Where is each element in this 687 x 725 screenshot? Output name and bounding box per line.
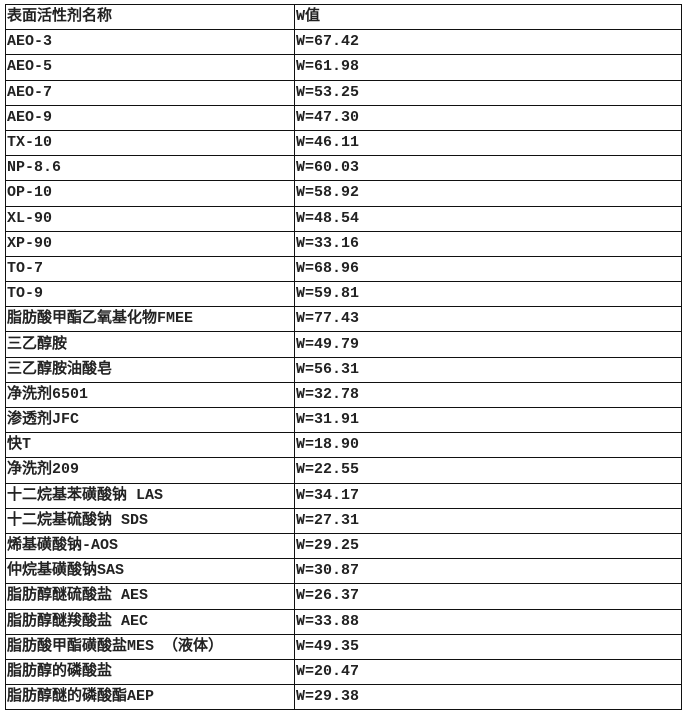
surfactant-name-cell: 脂肪醇的磷酸盐 [5, 658, 295, 686]
w-value-cell: W=18.90 [294, 432, 682, 459]
surfactant-name-cell: AEO-7 [5, 79, 295, 106]
table-row: 脂肪醇醚硫酸盐 AES W=26.37 [5, 583, 682, 610]
surfactant-name-cell: 十二烷基硫酸钠 SDS [5, 507, 295, 534]
surfactant-name-cell: 烯基磺酸钠-AOS [5, 532, 295, 560]
w-value-cell: W=67.42 [294, 29, 682, 56]
header-row: 表面活性剂名称 W值 [5, 3, 682, 31]
w-value-cell: W=20.47 [294, 658, 682, 686]
w-value-cell: W=61.98 [294, 54, 682, 81]
surfactant-name-cell: TO-7 [5, 255, 295, 283]
surfactant-w-value-table: 表面活性剂名称 W值 AEO-3 W=67.42 AEO-5 W=61.98 AEO-7… [5, 3, 682, 711]
header-w-value: W值 [294, 3, 682, 31]
w-value-cell: W=33.88 [294, 608, 682, 635]
w-value-cell: W=77.43 [294, 306, 682, 333]
surfactant-name-cell: 十二烷基苯磺酸钠 LAS [5, 482, 295, 509]
w-value-cell: W=22.55 [294, 457, 682, 484]
surfactant-name-cell: 脂肪酸甲酯乙氧基化物FMEE [5, 306, 295, 333]
surfactant-name-cell: 三乙醇胺油酸皂 [5, 356, 295, 383]
table-row: 十二烷基苯磺酸钠 LAS W=34.17 [5, 482, 682, 509]
surfactant-name-cell: AEO-5 [5, 54, 295, 81]
w-value-cell: W=46.11 [294, 129, 682, 157]
table-row: 快T W=18.90 [5, 432, 682, 459]
surfactant-name-cell: 脂肪醇醚的磷酸酯AEP [5, 684, 295, 711]
table-row: 三乙醇胺 W=49.79 [5, 331, 682, 358]
surfactant-name-cell: 仲烷基磺酸钠SAS [5, 558, 295, 585]
table-row: 脂肪酸甲酯磺酸盐MES （液体） W=49.35 [5, 633, 682, 660]
table-row: 脂肪酸甲酯乙氧基化物FMEE W=77.43 [5, 306, 682, 333]
table-row: 净洗剂209 W=22.55 [5, 457, 682, 484]
surfactant-name-cell: 净洗剂6501 [5, 381, 295, 409]
w-value-cell: W=30.87 [294, 558, 682, 585]
table-row: AEO-7 W=53.25 [5, 79, 682, 106]
surfactant-name-cell: AEO-3 [5, 29, 295, 56]
surfactant-name-cell: OP-10 [5, 180, 295, 207]
table-row: TX-10 W=46.11 [5, 129, 682, 157]
surfactant-name-cell: AEO-9 [5, 104, 295, 131]
table-row: 渗透剂JFC W=31.91 [5, 406, 682, 434]
w-value-cell: W=56.31 [294, 356, 682, 383]
header-name: 表面活性剂名称 [5, 3, 295, 31]
table-row: TO-7 W=68.96 [5, 255, 682, 283]
w-value-cell: W=31.91 [294, 406, 682, 434]
table-row: OP-10 W=58.92 [5, 180, 682, 207]
table-row: NP-8.6 W=60.03 [5, 155, 682, 182]
w-value-cell: W=68.96 [294, 255, 682, 283]
table-row: 三乙醇胺油酸皂 W=56.31 [5, 356, 682, 383]
w-value-cell: W=49.79 [294, 331, 682, 358]
w-value-cell: W=29.38 [294, 684, 682, 711]
table-row: TO-9 W=59.81 [5, 281, 682, 308]
surfactant-name-cell: 脂肪酸甲酯磺酸盐MES （液体） [5, 633, 295, 660]
surfactant-name-cell: 快T [5, 432, 295, 459]
table-row: AEO-3 W=67.42 [5, 29, 682, 56]
table-row: XL-90 W=48.54 [5, 205, 682, 232]
surfactant-name-cell: 渗透剂JFC [5, 406, 295, 434]
table-row: 脂肪醇醚羧酸盐 AEC W=33.88 [5, 608, 682, 635]
surfactant-name-cell: 脂肪醇醚羧酸盐 AEC [5, 608, 295, 635]
table-row: 仲烷基磺酸钠SAS W=30.87 [5, 558, 682, 585]
table-row: XP-90 W=33.16 [5, 230, 682, 257]
w-value-cell: W=47.30 [294, 104, 682, 131]
surfactant-name-cell: 三乙醇胺 [5, 331, 295, 358]
w-value-cell: W=32.78 [294, 381, 682, 409]
surfactant-name-cell: XL-90 [5, 205, 295, 232]
table-row: AEO-9 W=47.30 [5, 104, 682, 131]
table-row: 净洗剂6501 W=32.78 [5, 381, 682, 409]
w-value-cell: W=59.81 [294, 281, 682, 308]
w-value-cell: W=49.35 [294, 633, 682, 660]
surfactant-name-cell: NP-8.6 [5, 155, 295, 182]
surfactant-name-cell: 净洗剂209 [5, 457, 295, 484]
w-value-cell: W=26.37 [294, 583, 682, 610]
w-value-cell: W=33.16 [294, 230, 682, 257]
table-row: AEO-5 W=61.98 [5, 54, 682, 81]
w-value-cell: W=48.54 [294, 205, 682, 232]
w-value-cell: W=58.92 [294, 180, 682, 207]
surfactant-name-cell: 脂肪醇醚硫酸盐 AES [5, 583, 295, 610]
surfactant-name-cell: XP-90 [5, 230, 295, 257]
w-value-cell: W=27.31 [294, 507, 682, 534]
w-value-cell: W=60.03 [294, 155, 682, 182]
w-value-cell: W=29.25 [294, 532, 682, 560]
table-row: 烯基磺酸钠-AOS W=29.25 [5, 532, 682, 560]
table-row: 脂肪醇的磷酸盐 W=20.47 [5, 658, 682, 686]
surfactant-name-cell: TX-10 [5, 129, 295, 157]
table-row: 十二烷基硫酸钠 SDS W=27.31 [5, 507, 682, 534]
table-row: 脂肪醇醚的磷酸酯AEP W=29.38 [5, 684, 682, 711]
w-value-cell: W=34.17 [294, 482, 682, 509]
w-value-cell: W=53.25 [294, 79, 682, 106]
surfactant-name-cell: TO-9 [5, 281, 295, 308]
